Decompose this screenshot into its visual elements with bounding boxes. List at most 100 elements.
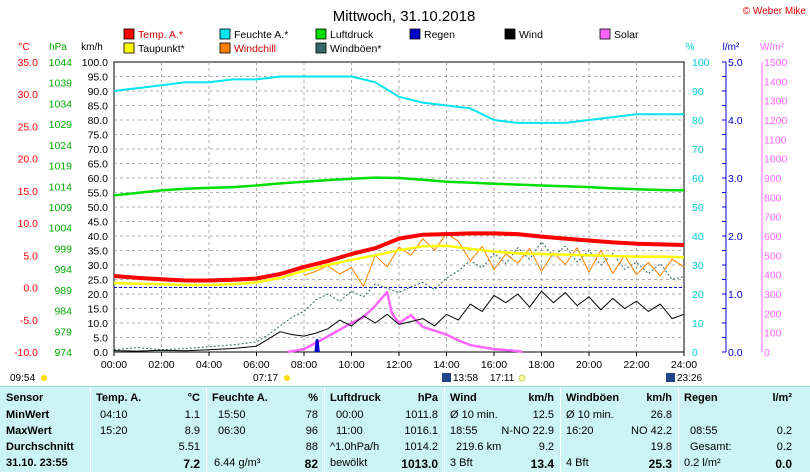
axis-tick-label: 1009 [49,202,73,214]
hdr-press-unit: hPa [417,392,438,404]
cell-gust-value: NO 42.2 [631,425,672,437]
axis-tick-label: 20.0 [18,154,39,166]
legend-label: Windböen* [330,43,381,55]
row-label: MinWert [6,409,50,421]
legend-swatch [599,28,611,40]
sun-moon-markers: 09:54 07:17 13:58 17:11 23:26 [10,373,702,384]
axis-tick-label: 10.0 [88,318,109,330]
axis-tick-label: 25.0 [88,275,109,287]
cell-wind-time: 219.6 km [456,441,502,453]
axis-tick-label: 0.0 [93,347,108,359]
cell-wind-value: 9.2 [538,441,554,453]
axis-tick-label: 800 [764,192,782,204]
series-windb-en [113,241,685,351]
axis-tick-label: 1014 [49,181,73,193]
hdr-press: Luftdruck [330,392,381,404]
cell-press-value: 1014.2 [404,441,438,453]
cell-hum-value: 82 [304,457,318,471]
hdr-sensor: Sensor [6,392,44,404]
axis-tick-label: 70 [692,144,704,156]
axis-tick-label: 15.0 [88,304,109,316]
axis-tick-label: 974 [54,347,72,359]
cell-temp-value: 5.51 [178,441,200,453]
axis-tick-label: -10.0 [14,347,38,359]
cell-gust-value: 26.8 [650,409,672,421]
legend-swatch [315,28,327,40]
cell-press-value: 1013.0 [401,457,438,471]
axis-tick-label: 40 [692,231,704,243]
sun-icon [518,374,526,382]
series-wind [113,290,685,352]
cell-press-value: 1011.8 [405,409,438,421]
axis-tick-label: 20.0 [88,289,109,301]
cell-wind-time: 18:55 [450,425,478,437]
legend-label: Windchill [234,43,276,55]
sunrise-label: 07:17 [253,373,278,384]
axis-tick-label: 35.0 [18,57,39,69]
axis-tick-label: 90.0 [88,86,109,98]
axis-tick-label: 1200 [764,115,788,127]
legend-swatch [219,42,231,54]
axis-tick-label: 1039 [49,78,73,90]
hdr-wind-unit: km/h [528,392,554,404]
axis-tick-label: 60 [692,173,704,185]
cell-gust-time: Ø 10 min. [566,409,614,421]
axis-tick-label: 50.0 [88,202,109,214]
cell-press-time: ^1.0hPa/h [330,441,380,453]
axis-units: °C hPa km/h % l/m² W/m² [18,42,784,53]
legend-label: Solar [614,29,639,41]
axis-tick-label: 80 [692,115,704,127]
legend-label: Wind [519,29,543,41]
cell-wind-value: 12.5 [532,409,554,421]
unit-solar: W/m² [760,42,785,53]
weather-chart: Mittwoch, 31.10.2018 © Weber Mike Temp. … [10,6,806,384]
axis-tick-label: 700 [764,212,782,224]
row-label: MaxWert [6,425,52,437]
axis-tick-label: 999 [54,243,72,255]
axis-tick-label: 10.0 [18,218,39,230]
axis-tick-label: 20 [692,289,704,301]
cell-hum-time: 6.44 g/m³ [214,457,261,469]
sun-icon [41,375,47,381]
x-tick-label: 10:00 [338,359,364,371]
axis-tick-label: 30.0 [18,89,39,101]
cell-rain-value: 0.2 [776,441,792,453]
legend-label: Regen [424,29,455,41]
cell-gust-value: 19.8 [650,441,672,453]
cell-rain-time: Gesamt: [690,441,732,453]
axis-tick-label: 55.0 [88,188,109,200]
axis-tick-label: 15.0 [18,186,39,198]
axis-tick-label: -5.0 [20,315,38,327]
axis-tick-label: 600 [764,231,782,243]
axis-tick-label: 70.0 [88,144,109,156]
x-tick-label: 24:00 [671,359,697,371]
axis-tick-label: 90 [692,86,704,98]
series-luftdruck [113,176,685,197]
hdr-rain-unit: l/m² [772,392,792,404]
sun-icon [284,375,290,381]
x-tick-label: 06:00 [243,359,269,371]
cell-temp-time: 04:10 [100,409,128,421]
panel-row-max: MaxWert 15:20 8.9 06:30 96 11:00 1016.1 … [0,424,810,439]
cell-press-value: 1016.1 [404,425,438,437]
panel-row-min: MinWert 04:10 1.1 15:50 78 00:00 1011.8 … [0,408,810,423]
axis-tick-label: 35.0 [88,246,109,258]
hdr-gust-unit: km/h [646,392,672,404]
cell-temp-value: 8.9 [184,425,200,437]
series [113,75,685,354]
cell-wind-value: N-NO 22.9 [501,425,554,437]
axis-tick-label: 1004 [49,223,73,235]
x-tick-label: 16:00 [481,359,507,371]
axis-tick-label: 500 [764,250,782,262]
axis-tick-label: 400 [764,270,782,282]
series-temp-a [113,231,685,283]
cell-temp-time: 15:20 [100,425,128,437]
cell-hum-time: 15:50 [218,409,246,421]
axis-tick-label: 40.0 [88,231,109,243]
axis-tick-label: 65.0 [88,159,109,171]
cell-hum-value: 78 [305,409,318,421]
summary-panel: Sensor Temp. A. °C Feuchte A. % Luftdruc… [0,386,810,472]
unit-hum: % [686,42,695,53]
x-tick-label: 18:00 [528,359,554,371]
legend: Temp. A.* Feuchte A.* Luftdruck Regen Wind So… [123,28,639,55]
